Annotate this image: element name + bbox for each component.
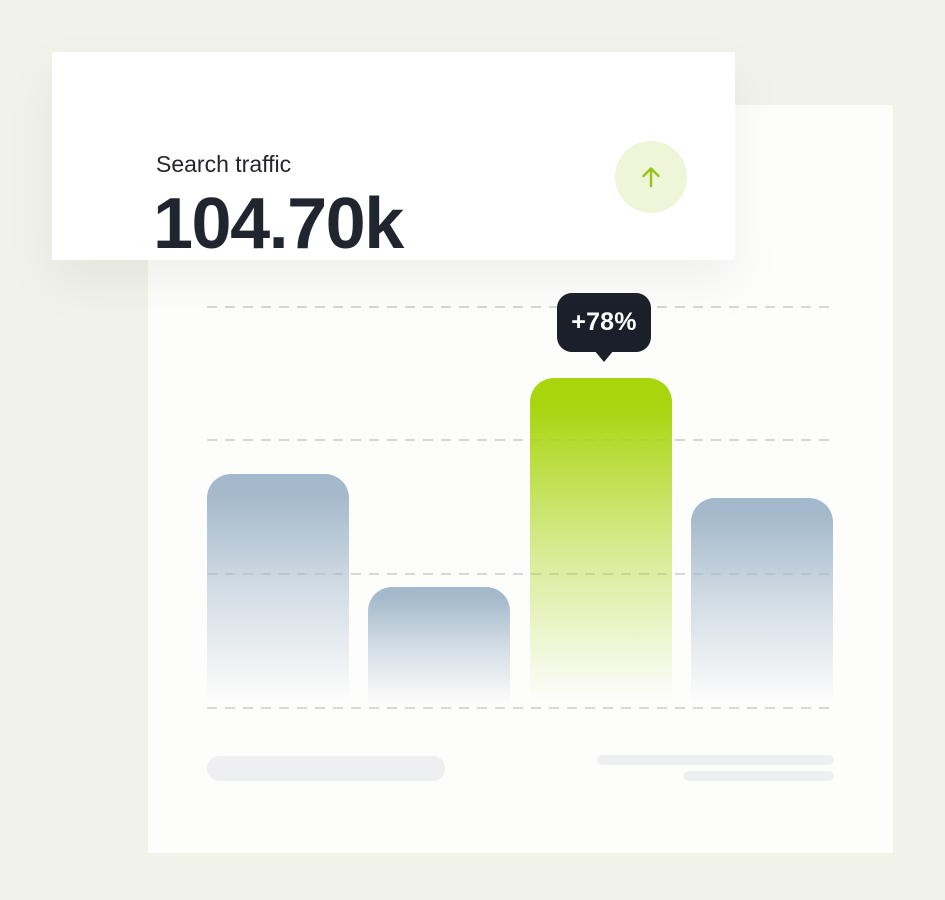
bar[interactable] — [207, 474, 349, 707]
arrow-up-icon — [642, 167, 660, 188]
bar-highlighted[interactable] — [530, 378, 672, 707]
trend-badge[interactable] — [615, 141, 687, 213]
legend-skeleton-line-1 — [597, 755, 834, 765]
gridline — [207, 573, 833, 575]
gridline — [207, 306, 833, 308]
legend-skeleton-line-2 — [684, 771, 834, 781]
bar[interactable] — [368, 586, 510, 707]
stat-value: 104.70k — [153, 184, 404, 264]
gridline — [207, 439, 833, 441]
bar-chart — [207, 306, 833, 707]
stat-label: Search traffic — [156, 151, 292, 177]
stat-card: Search traffic 104.70k — [52, 52, 735, 264]
gridline — [207, 707, 833, 709]
legend-skeleton-pill — [207, 756, 445, 781]
tooltip-caret-icon — [594, 350, 614, 362]
tooltip-label: +78% — [571, 308, 637, 336]
bar[interactable] — [691, 498, 833, 707]
tooltip: +78% — [557, 293, 651, 362]
